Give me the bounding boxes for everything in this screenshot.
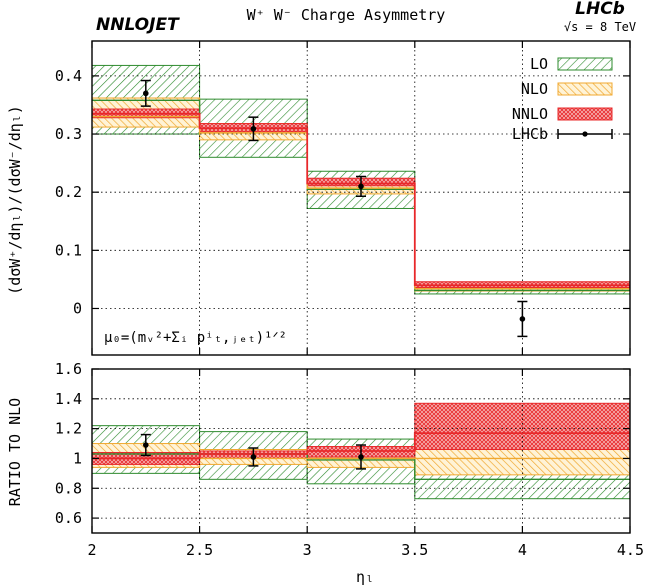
- xtick-label-5: 4.5: [617, 541, 644, 559]
- scale-label: μ₀=(mᵥ²+Σᵢ pⁱₜ,ⱼₑₜ)¹ᐟ²: [104, 330, 287, 346]
- bottom-y-axis-label: RATIO TO NLO: [6, 398, 24, 506]
- energy-label: √s = 8 TeV: [564, 20, 636, 34]
- x-axis-label: ηₗ: [356, 568, 374, 586]
- xtick-label-1: 2.5: [186, 541, 213, 559]
- xtick-label-3: 3.5: [401, 541, 428, 559]
- top-ytick-label-2: 0.2: [55, 183, 82, 201]
- bottom-data-point-2: [358, 454, 364, 460]
- legend-swatch-nnlo: [557, 107, 613, 121]
- bottom-central-nnlo: [92, 432, 630, 460]
- legend-label-nlo: NLO: [521, 80, 548, 98]
- bottom-ytick-label-2: 1: [73, 449, 82, 467]
- legend-swatch-lo: [557, 57, 613, 71]
- legend-label-lhcb: LHCb: [512, 125, 548, 143]
- chart-title: W⁺ W⁻ Charge Asymmetry: [247, 6, 446, 24]
- bottom-ytick-label-4: 1.4: [55, 390, 82, 408]
- top-ytick-label-4: 0.4: [55, 67, 82, 85]
- bottom-panel-frame: [91, 368, 631, 534]
- top-ytick-label-3: 0.3: [55, 125, 82, 143]
- bottom-ytick-label-0: 0.6: [55, 509, 82, 527]
- top-panel-frame: [91, 40, 631, 356]
- top-y-axis-label: (dσW⁺/dηₗ)/(dσW⁻/dηₗ): [6, 105, 24, 295]
- ticks-layer: 0 0.1 0.2 0.3 0.4 0.6 0.8 1 1.2 1.4 1.6 2 2.5 3 3.5 4 4.…: [55, 41, 644, 559]
- legend-label-lo: LO: [530, 55, 548, 73]
- data-points-layer: [140, 79, 528, 470]
- top-data-point-2: [358, 183, 364, 190]
- bottom-data-point-0: [143, 442, 149, 448]
- bottom-data-point-1: [250, 454, 257, 460]
- bottom-ytick-label-5: 1.6: [55, 360, 82, 378]
- legend: LO NLO NNLO LHCb: [512, 55, 613, 143]
- top-data-point-3: [519, 316, 526, 322]
- brand-right: LHCb: [575, 0, 625, 19]
- bottom-ytick-label-1: 0.8: [55, 479, 82, 497]
- top-data-point-0: [143, 90, 149, 97]
- frame-layer: [91, 40, 631, 534]
- xtick-label-2: 3: [303, 541, 312, 559]
- legend-lhcb-point: [582, 131, 588, 137]
- xtick-label-4: 4: [518, 541, 527, 559]
- bottom-ytick-label-3: 1.2: [55, 420, 82, 438]
- legend-swatch-nlo: [557, 82, 613, 96]
- top-ytick-label-1: 0.1: [55, 241, 82, 259]
- legend-label-nnlo: NNLO: [512, 105, 548, 123]
- brand-left: NNLOJET: [96, 15, 180, 35]
- top-central-nnlo: [92, 112, 630, 287]
- central-lines-layer: [92, 99, 630, 481]
- top-ytick-label-0: 0: [73, 299, 82, 317]
- xtick-label-0: 2: [87, 541, 96, 559]
- top-data-point-1: [250, 126, 257, 132]
